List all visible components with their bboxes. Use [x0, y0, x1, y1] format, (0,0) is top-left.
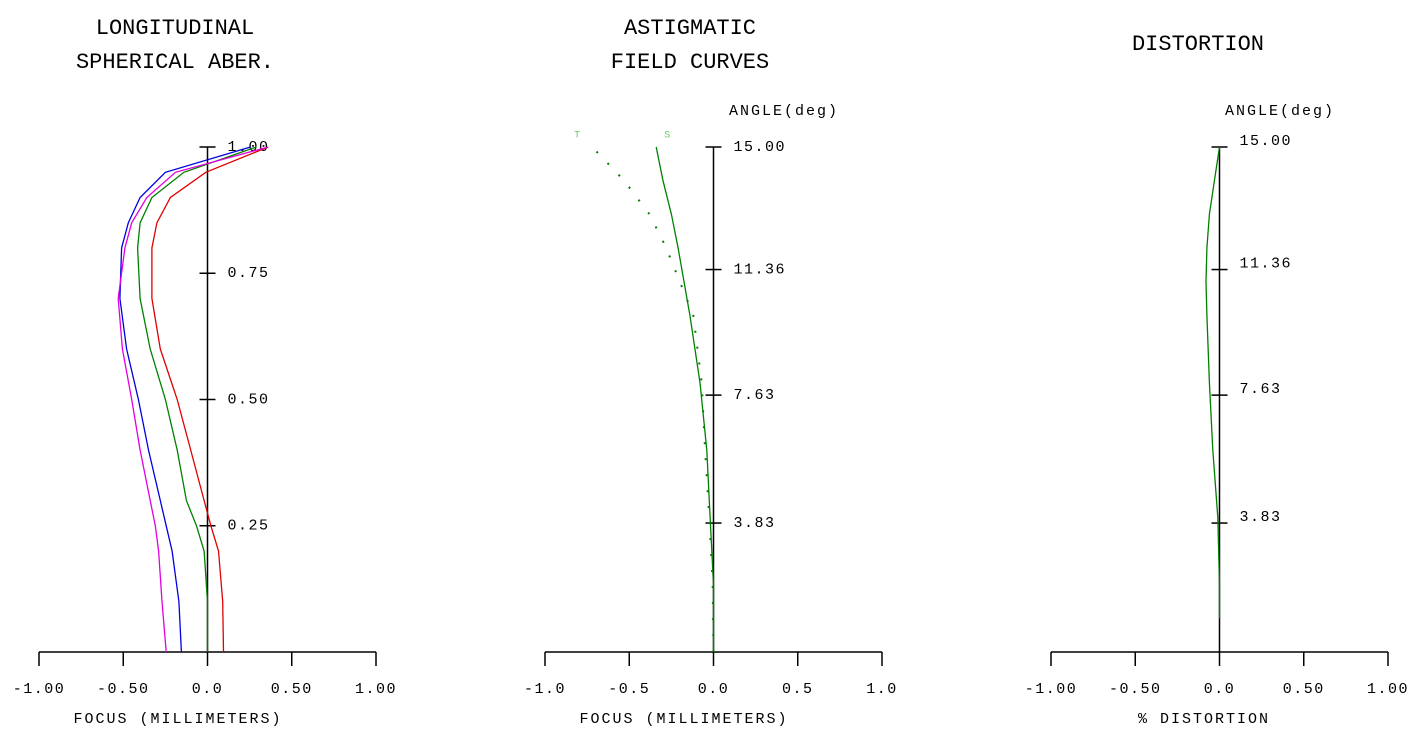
x-tick-label: -1.0 — [524, 681, 566, 698]
y-tick-label: 15.00 — [1240, 133, 1293, 150]
y-axis-label: ANGLE(deg) — [1225, 103, 1335, 120]
y-tick-label: 11.36 — [734, 262, 787, 279]
legend-label: T — [574, 131, 580, 142]
y-tick-label: 11.36 — [1240, 256, 1293, 273]
series-line — [151, 146, 269, 653]
series-line — [119, 146, 251, 653]
chart-title: DISTORTION — [1132, 32, 1264, 57]
x-tick-label: -0.50 — [97, 681, 150, 698]
x-tick-label: 1.00 — [1367, 681, 1409, 698]
x-tick-label: -0.50 — [1109, 681, 1162, 698]
x-tick-label: 0.50 — [1283, 681, 1325, 698]
x-tick-label: -1.00 — [13, 681, 66, 698]
x-axis-label: FOCUS (MILLIMETERS) — [579, 711, 788, 728]
chart-title: SPHERICAL ABER. — [76, 50, 274, 75]
x-tick-label: 1.0 — [866, 681, 898, 698]
y-tick-label: 3.83 — [734, 515, 776, 532]
chart-title: ASTIGMATIC — [624, 16, 756, 41]
x-tick-label: 0.50 — [271, 681, 313, 698]
x-tick-label: 0.5 — [782, 681, 814, 698]
x-tick-label: 0.0 — [1204, 681, 1236, 698]
x-axis-label: FOCUS (MILLIMETERS) — [73, 711, 282, 728]
chart-title: FIELD CURVES — [611, 50, 769, 75]
x-tick-label: -0.5 — [608, 681, 650, 698]
y-tick-label: 15.00 — [734, 139, 787, 156]
series-line — [136, 146, 257, 652]
y-tick-label: 0.50 — [228, 391, 270, 408]
series-line — [117, 146, 269, 653]
series-line — [1205, 146, 1221, 619]
y-tick-label: 0.75 — [228, 265, 270, 282]
x-tick-label: 0.0 — [192, 681, 224, 698]
x-tick-label: 0.0 — [698, 681, 730, 698]
chart-title: LONGITUDINAL — [96, 16, 254, 41]
y-tick-label: 0.25 — [228, 518, 270, 535]
x-axis-label: % DISTORTION — [1138, 711, 1270, 728]
y-tick-label: 7.63 — [734, 387, 776, 404]
series-line — [655, 146, 715, 652]
x-tick-label: 1.00 — [355, 681, 397, 698]
y-tick-label: 7.63 — [1240, 381, 1282, 398]
x-tick-label: -1.00 — [1025, 681, 1078, 698]
y-axis-label: ANGLE(deg) — [729, 103, 839, 120]
legend-label: S — [664, 131, 670, 142]
y-tick-label: 3.83 — [1240, 509, 1282, 526]
